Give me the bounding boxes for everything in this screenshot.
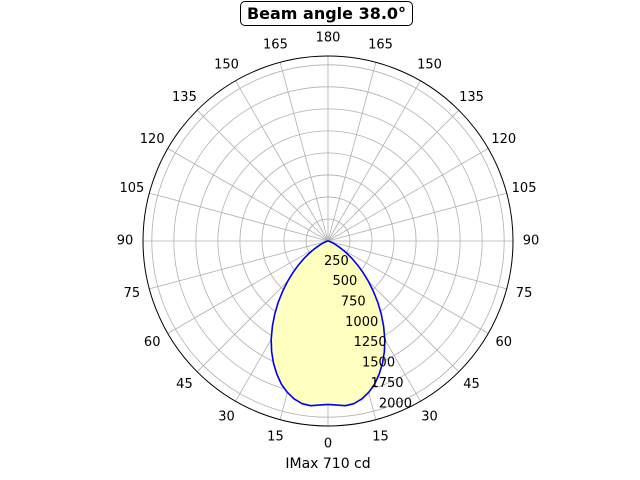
angular-gridline (167, 148, 329, 242)
angle-tick-label: 90 (117, 234, 134, 249)
radial-tick-label: 1750 (370, 376, 403, 391)
intensity-curve (270, 240, 386, 407)
x-axis-label: IMax 710 cd (285, 456, 371, 472)
angular-gridline (327, 62, 377, 242)
angular-gridline (327, 192, 507, 242)
angle-tick-label: 90 (523, 234, 540, 249)
angle-tick-label: 105 (120, 181, 145, 196)
angular-gridline (327, 109, 460, 242)
angular-gridline (149, 192, 329, 242)
radial-tick-label: 2000 (379, 396, 412, 411)
angle-tick-label: 45 (463, 377, 480, 392)
angular-gridline (327, 240, 489, 334)
angle-tick-label: 30 (421, 409, 438, 424)
angle-tick-label: 120 (491, 132, 516, 147)
angular-gridline (327, 80, 421, 242)
radial-tick-label: 250 (324, 254, 349, 269)
radial-tick-label: 500 (332, 274, 357, 289)
radial-tick-label: 1500 (362, 356, 395, 371)
radial-tick-label: 1000 (345, 315, 378, 330)
angle-tick-label: 135 (459, 90, 484, 105)
angle-tick-label: 60 (144, 335, 161, 350)
angle-tick-label: 165 (263, 37, 288, 52)
angular-gridline (327, 148, 489, 242)
angle-tick-label: 15 (372, 430, 389, 445)
radial-tick-label: 1250 (354, 335, 387, 350)
intensity-fill (271, 241, 385, 406)
angle-tick-label: 30 (218, 409, 235, 424)
chart-title: Beam angle 38.0° (240, 1, 413, 26)
angle-tick-label: 60 (496, 335, 513, 350)
angle-tick-label: 45 (176, 377, 193, 392)
angular-gridline (279, 62, 329, 242)
angle-tick-label: 120 (140, 132, 165, 147)
angle-tick-label: 75 (124, 286, 141, 301)
angle-tick-label: 150 (214, 58, 239, 73)
angular-gridline (327, 240, 507, 290)
angle-tick-label: 135 (172, 90, 197, 105)
angle-tick-label: 15 (267, 430, 284, 445)
angular-gridline (196, 109, 329, 242)
radial-tick-label: 750 (341, 295, 366, 310)
angle-tick-label: 0 (324, 437, 332, 452)
angle-tick-label: 165 (368, 37, 393, 52)
polar-frame (142, 55, 514, 427)
angle-tick-label: 105 (512, 181, 537, 196)
angular-gridline (167, 240, 329, 334)
angle-tick-label: 150 (417, 58, 442, 73)
angular-gridline (149, 240, 329, 290)
angular-gridline (235, 80, 329, 242)
angle-tick-label: 75 (516, 286, 533, 301)
angle-tick-label: 180 (316, 31, 341, 46)
